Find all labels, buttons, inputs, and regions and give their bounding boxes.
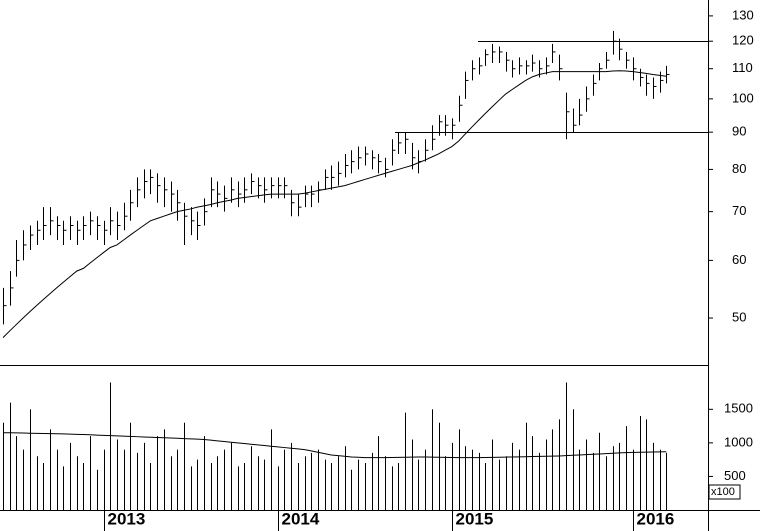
y-tick-label: 70 xyxy=(732,203,746,218)
y-tick-label: 120 xyxy=(732,33,754,48)
y-tick-label: 90 xyxy=(732,124,746,139)
x-tick-label: 2015 xyxy=(456,509,494,528)
x-tick-label: 2013 xyxy=(108,509,146,528)
unit-box xyxy=(708,484,741,500)
y-tick-label: 500 xyxy=(724,468,746,483)
y-tick-label: 80 xyxy=(732,161,746,176)
volume-moving-average xyxy=(3,432,667,459)
y-tick-label: 60 xyxy=(732,252,746,267)
x-tick-label: 2016 xyxy=(637,509,675,528)
x-tick-label: 2014 xyxy=(282,509,320,528)
y-tick-label: 110 xyxy=(732,60,753,75)
y-tick-label: 1000 xyxy=(724,434,753,449)
y-tick-label: 1500 xyxy=(724,401,753,416)
y-tick-label: 130 xyxy=(732,7,754,22)
unit-label: x100 xyxy=(711,486,735,498)
y-tick-label: 100 xyxy=(732,90,754,105)
y-tick-label: 50 xyxy=(732,309,746,324)
moving-average xyxy=(2,70,667,338)
